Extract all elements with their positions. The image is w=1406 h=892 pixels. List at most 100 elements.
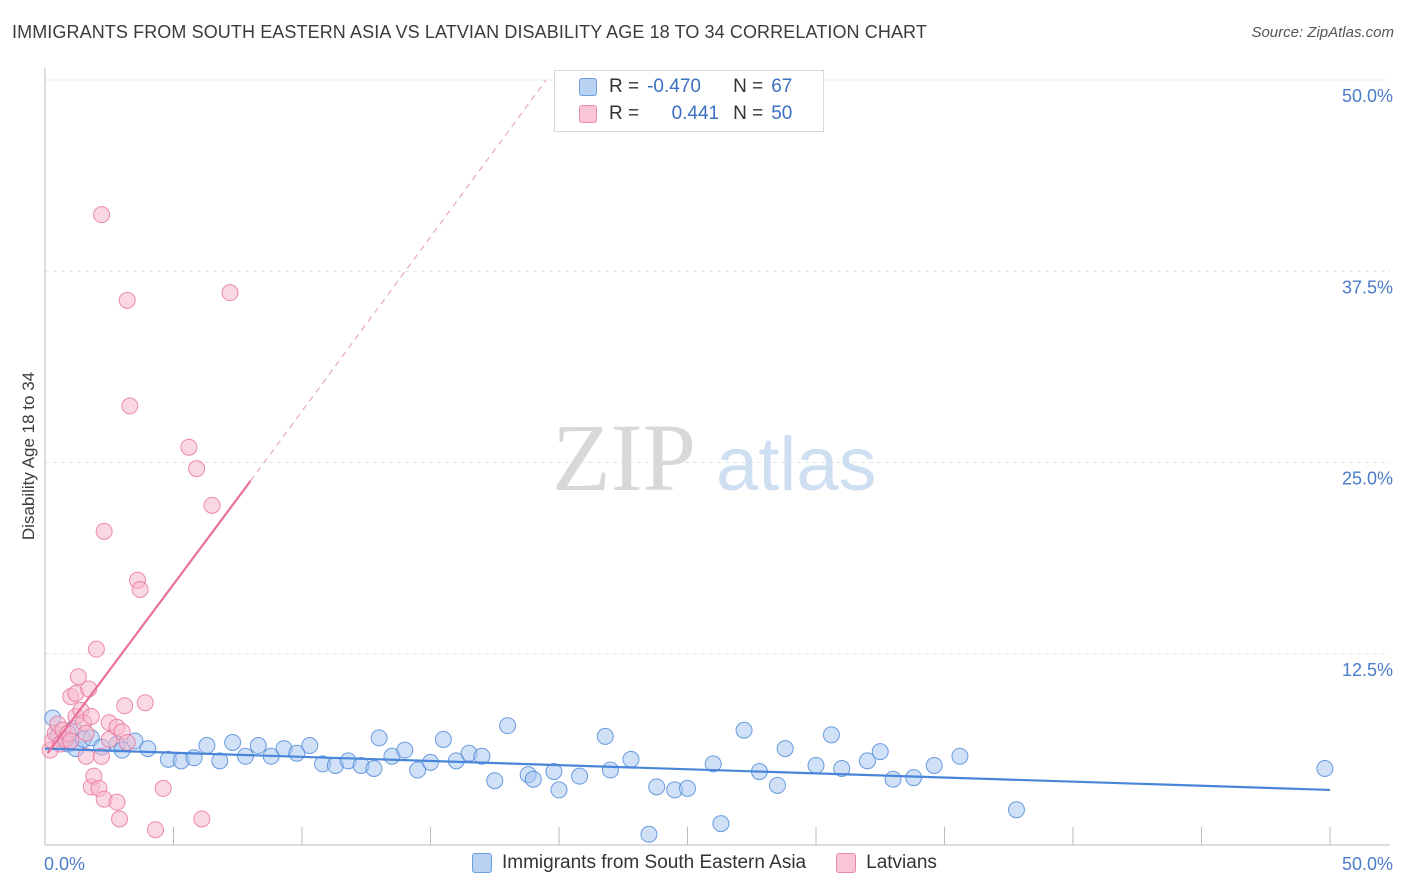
y-tick-label: 12.5% [1342,660,1393,680]
watermark-atlas: atlas [716,422,877,507]
x-tick-label: 0.0% [44,854,85,874]
data-point-immigrants [704,755,722,773]
legend-swatch-blue [472,853,492,873]
data-point-immigrants [640,825,658,843]
data-point-immigrants [648,778,666,796]
data-point-immigrants [211,752,229,770]
data-point-latvians [188,460,206,478]
data-point-latvians [118,291,136,309]
data-point-immigrants [301,737,319,755]
trend-line-latvians [46,480,252,754]
data-point-immigrants [768,776,786,794]
data-point-latvians [203,496,221,514]
data-point-immigrants [1316,760,1334,777]
data-point-immigrants [365,760,383,777]
data-point-latvians [77,724,95,742]
data-point-latvians [95,522,113,540]
data-point-immigrants [545,763,563,781]
data-point-immigrants [858,752,876,770]
series-legend: Immigrants from South Eastern Asia Latvi… [472,852,967,874]
data-point-latvians [136,694,154,712]
data-point-immigrants [735,721,753,739]
legend-r-label: R = [609,76,640,97]
data-point-immigrants [622,750,640,768]
data-point-latvians [147,821,165,839]
legend-r-value: 0.441 [671,103,720,124]
grid [45,79,1390,655]
data-point-immigrants [807,756,825,774]
y-axis-label: Disability Age 18 to 34 [19,372,38,540]
data-point-immigrants [409,761,427,779]
legend-row-latvians: R = 0.441 N = 50 [579,102,792,126]
data-point-immigrants [524,770,542,788]
data-point-immigrants [249,737,267,755]
data-point-immigrants [925,756,943,774]
series-immigrants-points [44,709,1334,843]
legend-n-label: N = [733,76,764,97]
legend-r-label: R = [609,103,640,124]
watermark-zip: ZIP [552,404,696,511]
y-tick-label: 50.0% [1342,86,1393,106]
data-point-immigrants [422,753,439,771]
data-point-latvians [108,793,126,811]
correlation-legend: R = -0.470 N = 67 R = 0.441 N = 50 [554,70,824,132]
data-point-latvians [131,580,149,598]
tick-labels: 12.5% 25.0% 37.5% 50.0% 0.0% 50.0% [44,86,1393,874]
data-point-latvians [116,697,134,715]
data-point-immigrants [712,815,730,833]
legend-row-immigrants: R = -0.470 N = 67 [579,75,792,99]
data-point-immigrants [224,733,242,751]
data-point-latvians [221,284,239,302]
data-point-immigrants [434,730,452,748]
data-point-latvians [87,640,105,658]
data-point-immigrants [396,741,414,759]
data-point-immigrants [499,717,517,735]
legend-swatch-pink [836,853,857,873]
data-point-immigrants [884,770,902,788]
data-point-immigrants [679,779,696,797]
data-point-latvians [180,438,198,456]
data-point-latvians [69,668,87,686]
data-point-latvians [93,747,111,765]
data-point-latvians [193,810,211,828]
data-point-immigrants [486,772,504,790]
data-point-immigrants [198,737,216,755]
data-point-immigrants [139,740,157,758]
data-point-immigrants [550,781,568,799]
data-point-latvians [100,730,118,748]
legend-n-value: 67 [771,76,793,97]
data-point-immigrants [951,747,969,765]
legend-n-label: N = [733,103,764,124]
legend-swatch-blue [579,78,597,96]
y-tick-label: 25.0% [1342,469,1393,489]
data-point-immigrants [871,743,889,761]
data-point-immigrants [833,760,851,777]
data-point-immigrants [571,767,589,785]
legend-r-value: -0.470 [647,76,701,97]
data-point-immigrants [370,729,388,747]
data-point-latvians [121,397,139,415]
data-point-immigrants [822,726,840,744]
data-point-immigrants [596,727,614,745]
data-point-immigrants [1007,801,1025,819]
data-point-latvians [93,206,111,224]
data-point-immigrants [473,747,491,765]
legend-label-immigrants: Immigrants from South Eastern Asia [502,852,807,873]
legend-swatch-pink [579,105,597,123]
chart-title: IMMIGRANTS FROM SOUTH EASTERN ASIA VS LA… [12,22,927,42]
trend-lines [44,79,1331,792]
data-point-latvians [82,707,100,725]
legend-item-latvians: Latvians [836,852,937,874]
legend-n-value: 50 [771,103,793,124]
data-point-latvians [118,733,136,751]
data-point-immigrants [601,761,619,779]
x-tick-label: 50.0% [1342,854,1393,874]
legend-label-latvians: Latvians [866,852,937,873]
y-tick-label: 37.5% [1342,277,1393,297]
data-point-latvians [154,779,172,797]
trend-line-immigrants [44,747,1331,792]
legend-item-immigrants: Immigrants from South Eastern Asia [472,852,806,874]
data-point-immigrants [776,740,794,758]
data-point-latvians [111,810,129,828]
